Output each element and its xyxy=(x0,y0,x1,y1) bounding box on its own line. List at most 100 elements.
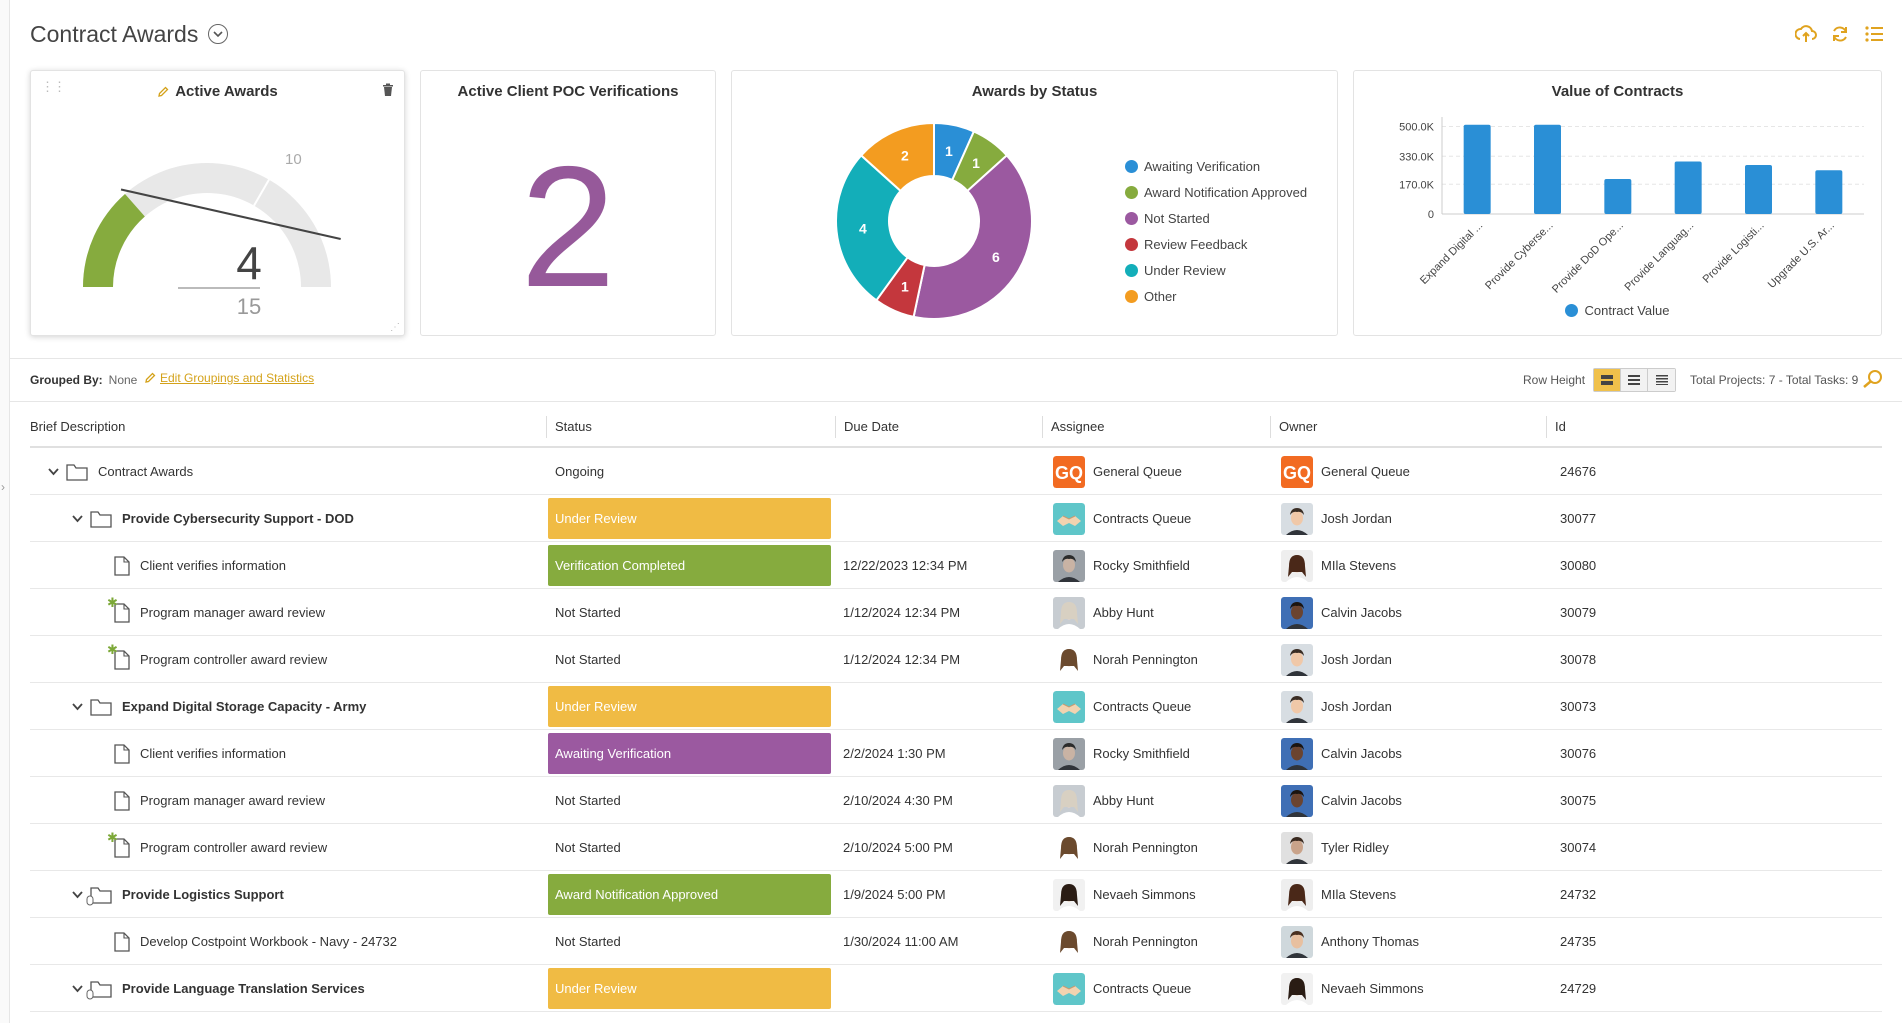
owner-cell[interactable]: Calvin Jacobs xyxy=(1281,777,1541,824)
pencil-icon[interactable] xyxy=(157,86,169,98)
edit-groupings-link[interactable]: Edit Groupings and Statistics xyxy=(144,371,314,385)
due-date-cell[interactable] xyxy=(841,683,1041,730)
status-cell[interactable]: Ongoing xyxy=(548,448,833,495)
due-date-cell[interactable]: 2/10/2024 5:00 PM xyxy=(841,824,1041,871)
status-cell[interactable]: Under Review xyxy=(548,495,833,542)
owner-cell[interactable]: GQ General Queue xyxy=(1281,448,1541,495)
owner-cell[interactable]: Calvin Jacobs xyxy=(1281,730,1541,777)
assignee-cell[interactable]: Contracts Queue xyxy=(1053,965,1273,1012)
owner-cell[interactable]: Josh Jordan xyxy=(1281,636,1541,683)
status-badge[interactable]: Award Notification Approved xyxy=(548,874,831,915)
bar[interactable] xyxy=(1745,165,1772,214)
due-date-cell[interactable]: 1/12/2024 12:34 PM xyxy=(841,636,1041,683)
owner-cell[interactable]: Josh Jordan xyxy=(1281,495,1541,542)
donut-slice[interactable] xyxy=(859,121,935,193)
poc-verifications-widget[interactable]: Active Client POC Verifications 2 xyxy=(420,70,716,336)
bar[interactable] xyxy=(1815,170,1843,214)
bar[interactable] xyxy=(1463,124,1491,214)
status-cell[interactable]: Award Notification Approved xyxy=(548,871,833,918)
description-text[interactable]: Develop Costpoint Workbook - Navy - 2473… xyxy=(140,934,397,949)
legend-item[interactable]: Under Review xyxy=(1125,257,1307,283)
resize-handle-icon[interactable]: ⋰ xyxy=(390,322,400,333)
table-row[interactable]: ✱ Program controller award review Not Star… xyxy=(30,636,1882,683)
assignee-cell[interactable]: Nevaeh Simmons xyxy=(1053,871,1273,918)
expand-chevron-icon[interactable] xyxy=(70,702,84,711)
description-cell[interactable]: Client verifies information xyxy=(30,730,550,777)
description-text[interactable]: Contract Awards xyxy=(98,464,194,479)
row-height-small-button[interactable] xyxy=(1648,369,1675,391)
drag-handle-icon[interactable]: ⋮⋮ xyxy=(41,79,66,94)
due-date-cell[interactable]: 2/2/2024 1:30 PM xyxy=(841,730,1041,777)
status-cell[interactable]: Under Review xyxy=(548,965,833,1012)
assignee-cell[interactable]: GQ General Queue xyxy=(1053,448,1273,495)
owner-cell[interactable]: MIla Stevens xyxy=(1281,542,1541,589)
description-text[interactable]: Program controller award review xyxy=(140,840,328,855)
status-cell[interactable]: Not Started xyxy=(548,824,833,871)
donut-slice[interactable] xyxy=(912,154,1033,320)
column-header-description[interactable]: Brief Description xyxy=(30,419,126,434)
expand-chevron-icon[interactable] xyxy=(70,984,84,993)
search-chat-button[interactable] xyxy=(1862,369,1884,394)
owner-cell[interactable]: MIla Stevens xyxy=(1281,871,1541,918)
due-date-cell[interactable] xyxy=(841,495,1041,542)
refresh-button[interactable] xyxy=(1828,22,1852,46)
column-header-status[interactable]: Status xyxy=(546,416,592,438)
expand-chevron-icon[interactable] xyxy=(70,514,84,523)
delete-widget-button[interactable] xyxy=(382,83,394,102)
donut-slice[interactable] xyxy=(835,154,909,302)
assignee-cell[interactable]: Norah Pennington xyxy=(1053,824,1273,871)
description-cell[interactable]: Expand Digital Storage Capacity - Army xyxy=(30,683,550,730)
due-date-cell[interactable]: 1/30/2024 11:00 AM xyxy=(841,918,1041,965)
status-cell[interactable]: Not Started xyxy=(548,636,833,683)
owner-cell[interactable]: Josh Jordan xyxy=(1281,683,1541,730)
description-cell[interactable]: ✱ Program manager award review xyxy=(30,589,550,636)
description-cell[interactable]: Client verifies information xyxy=(30,542,550,589)
assignee-cell[interactable]: Contracts Queue xyxy=(1053,683,1273,730)
description-cell[interactable]: Provide Cybersecurity Support - DOD xyxy=(30,495,550,542)
row-height-medium-button[interactable] xyxy=(1621,369,1648,391)
assignee-cell[interactable]: Rocky Smithfield xyxy=(1053,730,1273,777)
due-date-cell[interactable]: 1/9/2024 5:00 PM xyxy=(841,871,1041,918)
table-row[interactable]: Client verifies information Awaiting Veri… xyxy=(30,730,1882,777)
table-row[interactable]: Develop Costpoint Workbook - Navy - 2473… xyxy=(30,918,1882,965)
legend-item[interactable]: Other xyxy=(1125,283,1307,309)
description-text[interactable]: Provide Logistics Support xyxy=(122,887,284,902)
status-badge[interactable]: Verification Completed xyxy=(548,545,831,586)
assignee-cell[interactable]: Norah Pennington xyxy=(1053,918,1273,965)
description-cell[interactable]: Provide Logistics Support xyxy=(30,871,550,918)
due-date-cell[interactable]: 2/10/2024 4:30 PM xyxy=(841,777,1041,824)
left-rail[interactable]: › xyxy=(0,0,10,1023)
table-row[interactable]: Client verifies information Verification … xyxy=(30,542,1882,589)
bar[interactable] xyxy=(1674,161,1702,215)
value-of-contracts-widget[interactable]: Value of Contracts 500.0K 330.0K 170.0K 0 Ex… xyxy=(1353,70,1882,336)
status-cell[interactable]: Awaiting Verification xyxy=(548,730,833,777)
description-cell[interactable]: Program manager award review xyxy=(30,777,550,824)
list-menu-button[interactable] xyxy=(1862,22,1886,46)
table-row[interactable]: Provide Language Translation Services Und… xyxy=(30,965,1882,1012)
legend-item[interactable]: Review Feedback xyxy=(1125,231,1307,257)
expand-rail-icon[interactable]: › xyxy=(1,480,5,494)
expand-chevron-icon[interactable] xyxy=(70,890,84,899)
assignee-cell[interactable]: Rocky Smithfield xyxy=(1053,542,1273,589)
upload-button[interactable] xyxy=(1794,22,1818,46)
description-text[interactable]: Expand Digital Storage Capacity - Army xyxy=(122,699,367,714)
active-awards-widget[interactable]: ⋮⋮ Active Awards 10 4 15 ⋰ xyxy=(30,70,405,336)
description-text[interactable]: Program manager award review xyxy=(140,793,325,808)
table-row[interactable]: Program manager award review Not Started 2… xyxy=(30,777,1882,824)
bar[interactable] xyxy=(1604,179,1632,214)
status-cell[interactable]: Not Started xyxy=(548,777,833,824)
owner-cell[interactable]: Anthony Thomas xyxy=(1281,918,1541,965)
description-text[interactable]: Program controller award review xyxy=(140,652,328,667)
column-header-due-date[interactable]: Due Date xyxy=(835,416,899,438)
table-row[interactable]: ✱ Program manager award review Not Started… xyxy=(30,589,1882,636)
table-row[interactable]: ✱ Program controller award review Not Star… xyxy=(30,824,1882,871)
assignee-cell[interactable]: Norah Pennington xyxy=(1053,636,1273,683)
description-cell[interactable]: Develop Costpoint Workbook - Navy - 2473… xyxy=(30,918,550,965)
description-cell[interactable]: Provide Language Translation Services xyxy=(30,965,550,1012)
description-cell[interactable]: ✱ Program controller award review xyxy=(30,636,550,683)
column-header-id[interactable]: Id xyxy=(1546,416,1566,438)
legend-item[interactable]: Award Notification Approved xyxy=(1125,179,1307,205)
status-cell[interactable]: Not Started xyxy=(548,589,833,636)
status-badge[interactable]: Under Review xyxy=(548,498,831,539)
